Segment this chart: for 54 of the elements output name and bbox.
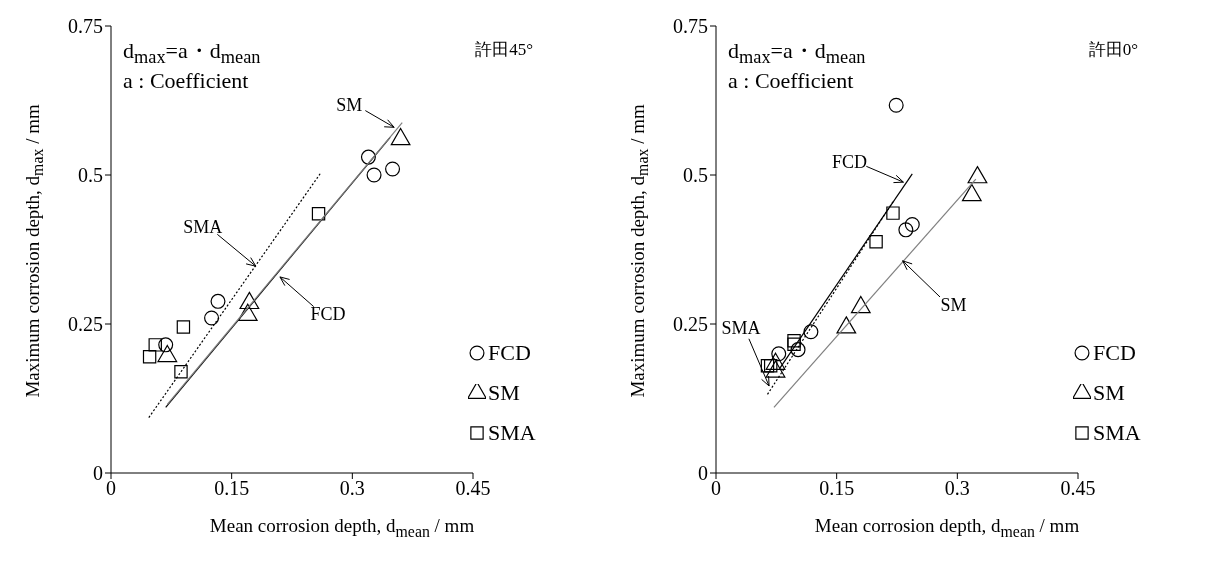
point — [176, 320, 191, 334]
point — [311, 207, 326, 221]
point — [869, 235, 883, 249]
x-tick-label: 0.3 — [944, 477, 970, 500]
y-tick-label: 0 — [93, 462, 103, 485]
annotation: SM — [336, 95, 363, 116]
x-tick-label: 0.3 — [339, 477, 365, 500]
annotation: d$_{max}$=a・d$_{mean}$ — [728, 37, 866, 69]
legend-label: SMA — [1093, 420, 1141, 446]
y-tick-label: 0.25 — [673, 313, 708, 336]
annotation: FCD — [831, 152, 867, 173]
x-tick-label: 0.15 — [819, 477, 855, 500]
annotation: a : Coefficient — [123, 68, 249, 94]
point — [803, 324, 819, 340]
point — [142, 350, 157, 364]
point — [790, 342, 806, 358]
x-tick-label: 0.45 — [455, 477, 491, 500]
y-tick-label: 0 — [698, 462, 708, 485]
y-tick-label: 0.75 — [68, 15, 103, 38]
annotation: SM — [940, 294, 967, 315]
y-tick-label: 0.75 — [673, 15, 708, 38]
point — [210, 293, 226, 309]
y-tick-label: 0.5 — [78, 164, 103, 187]
y-tick-label: 0.5 — [683, 164, 708, 187]
point — [886, 206, 900, 220]
point — [904, 216, 920, 232]
legend-label: SM — [1093, 380, 1125, 406]
annotation: SMA — [721, 317, 761, 338]
point — [385, 161, 401, 177]
point — [360, 149, 376, 165]
point — [148, 338, 162, 352]
annotation: SMA — [183, 217, 223, 238]
point — [787, 337, 801, 351]
annotation: FCD — [310, 303, 346, 324]
text: 許田45° — [475, 39, 533, 61]
point — [898, 222, 914, 238]
legend-label: FCD — [488, 340, 531, 366]
point — [888, 97, 904, 113]
point — [174, 364, 188, 379]
x-tick-label: 0.45 — [1060, 477, 1096, 500]
point — [366, 167, 382, 183]
legend-label: SMA — [488, 420, 536, 446]
y-tick-label: 0.25 — [68, 313, 103, 336]
x-axis-title: Mean corrosion depth, d$_{mean}$ / mm — [813, 515, 1081, 541]
text: 許田0° — [1088, 39, 1138, 61]
point — [787, 333, 801, 348]
annotation: a : Coefficient — [728, 68, 854, 94]
point — [158, 337, 174, 353]
x-tick-label: 0.15 — [214, 477, 250, 500]
legend-label: SM — [488, 380, 520, 406]
annotation: d$_{max}$=a・d$_{mean}$ — [123, 37, 261, 69]
legend-label: FCD — [1093, 340, 1136, 366]
point — [204, 310, 220, 326]
x-axis-title: Mean corrosion depth, d$_{mean}$ / mm — [208, 515, 476, 541]
